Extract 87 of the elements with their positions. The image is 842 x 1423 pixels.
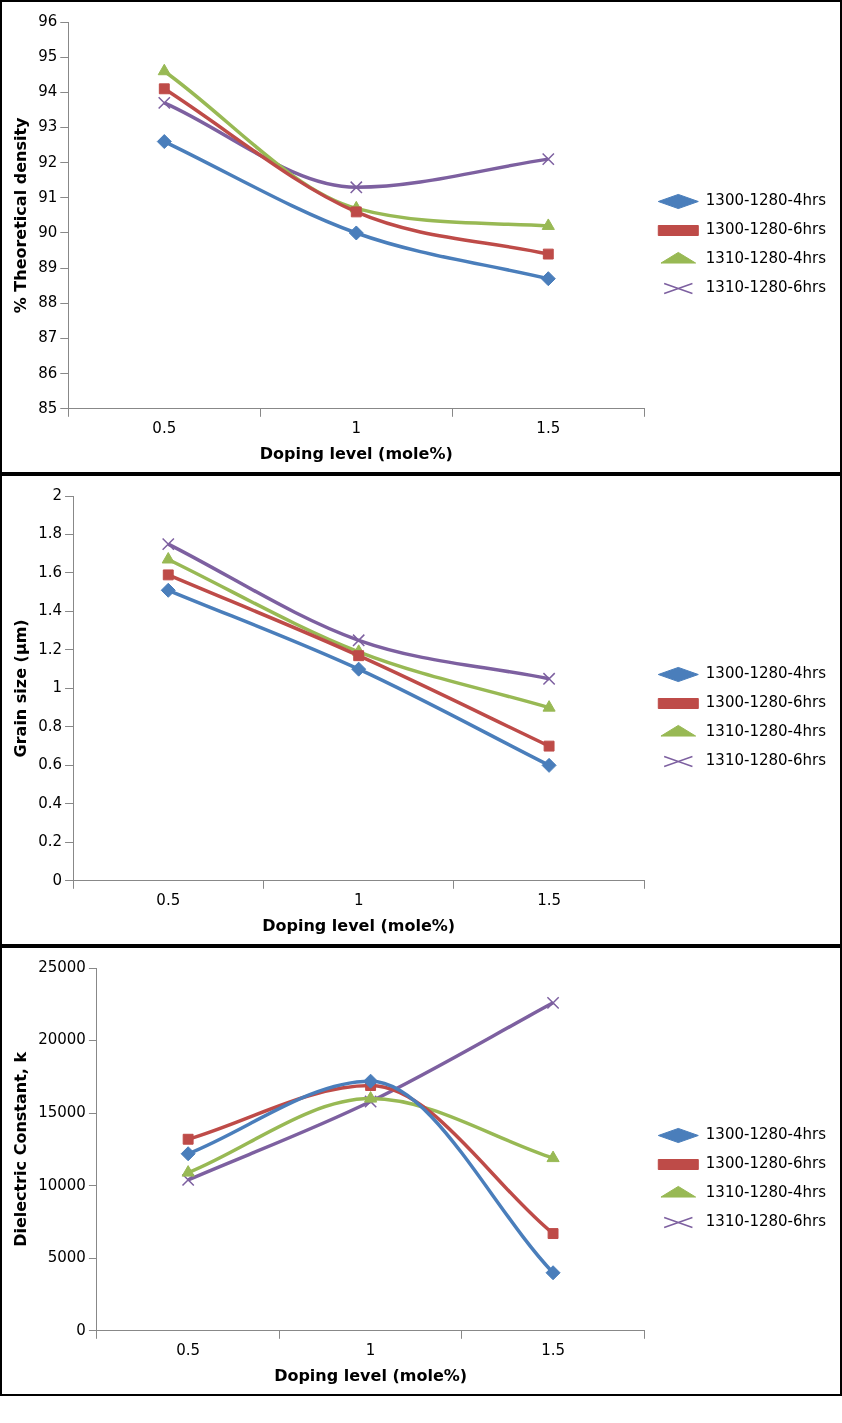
point xyxy=(364,1091,378,1103)
x-tick-label: 1.5 xyxy=(536,418,561,437)
y-tick-label: 94 xyxy=(38,82,58,101)
y-axis-title: Dielectric Constant, k xyxy=(10,1051,30,1247)
legend-label: 1310-1280-6hrs xyxy=(705,1212,827,1231)
point xyxy=(546,1150,560,1163)
point xyxy=(541,757,557,773)
point xyxy=(158,83,170,95)
y-tick-label: 0.2 xyxy=(38,832,63,851)
y-tick-label: 1.2 xyxy=(38,639,63,658)
point xyxy=(161,537,175,551)
y-tick-label: 90 xyxy=(38,222,58,241)
point xyxy=(546,996,560,1010)
x-tick-label: 0.5 xyxy=(176,1340,201,1359)
y-tick-label: 87 xyxy=(38,328,58,347)
point xyxy=(542,700,556,712)
x-tick-label: 1 xyxy=(351,418,362,437)
legend-label: 1300-1280-4hrs xyxy=(705,664,827,683)
y-tick-label: 89 xyxy=(38,258,58,277)
point xyxy=(350,206,362,218)
point xyxy=(348,225,364,241)
legend-label: 1310-1280-6hrs xyxy=(705,278,827,297)
point xyxy=(547,1228,559,1240)
legend-label: 1310-1280-4hrs xyxy=(705,249,827,268)
y-tick-label: 1.6 xyxy=(38,562,63,581)
y-tick-label: 2 xyxy=(52,485,63,504)
point xyxy=(540,271,556,287)
point xyxy=(160,582,176,598)
y-tick-label: 0.6 xyxy=(38,755,63,774)
y-axis-title: Grain size (µm) xyxy=(10,619,30,758)
legend-label: 1300-1280-6hrs xyxy=(705,220,827,239)
point xyxy=(180,1146,196,1162)
legend-label: 1310-1280-6hrs xyxy=(705,751,827,770)
y-tick-label: 95 xyxy=(38,47,58,66)
y-tick-label: 0 xyxy=(52,870,63,889)
point xyxy=(157,63,171,76)
y-tick-label: 96 xyxy=(38,11,58,30)
point xyxy=(542,248,554,260)
point xyxy=(349,180,363,194)
point xyxy=(353,650,365,662)
point xyxy=(363,1073,379,1089)
x-axis-title: Doping level (mole%) xyxy=(274,1365,468,1385)
y-tick-label: 1.4 xyxy=(38,601,63,620)
y-tick-label: 1 xyxy=(52,678,63,697)
legend-label: 1300-1280-6hrs xyxy=(705,693,827,712)
x-tick-label: 0.5 xyxy=(152,418,177,437)
y-tick-label: 92 xyxy=(38,152,58,171)
x-tick-label: 0.5 xyxy=(156,890,181,909)
y-tick-label: 0.8 xyxy=(38,716,63,735)
y-tick-label: 85 xyxy=(38,398,58,417)
y-axis-title: % Theoretical density xyxy=(10,116,30,314)
y-tick-label: 20000 xyxy=(38,1030,86,1049)
y-tick-label: 25000 xyxy=(38,957,86,976)
x-tick-label: 1.5 xyxy=(541,1340,565,1359)
y-tick-label: 5000 xyxy=(47,1248,86,1267)
y-tick-label: 15000 xyxy=(38,1103,86,1122)
x-tick-label: 1 xyxy=(353,890,364,909)
y-tick-label: 91 xyxy=(38,187,58,206)
point xyxy=(541,152,555,166)
legend-label: 1310-1280-4hrs xyxy=(705,722,827,741)
y-tick-label: 93 xyxy=(38,117,58,136)
point xyxy=(351,661,367,677)
point xyxy=(545,1265,561,1281)
point xyxy=(156,134,172,150)
point xyxy=(352,633,366,647)
y-tick-label: 1.8 xyxy=(38,524,63,543)
legend-label: 1300-1280-6hrs xyxy=(705,1154,827,1173)
point xyxy=(542,672,556,686)
x-axis-title: Doping level (mole%) xyxy=(262,915,456,935)
legend-label: 1300-1280-4hrs xyxy=(705,191,827,210)
y-tick-label: 0 xyxy=(76,1320,86,1339)
x-tick-label: 1 xyxy=(365,1340,376,1359)
point xyxy=(157,96,171,110)
point xyxy=(162,569,174,581)
y-tick-label: 86 xyxy=(38,363,58,382)
x-axis-title: Doping level (mole%) xyxy=(259,443,453,463)
point xyxy=(161,551,175,564)
legend-label: 1300-1280-4hrs xyxy=(705,1125,827,1144)
y-tick-label: 88 xyxy=(38,293,58,312)
point xyxy=(543,740,555,752)
point xyxy=(541,218,555,230)
legend-label: 1310-1280-4hrs xyxy=(705,1183,827,1202)
y-tick-label: 10000 xyxy=(38,1175,86,1194)
point xyxy=(181,1165,195,1177)
x-tick-label: 1.5 xyxy=(537,890,562,909)
point xyxy=(182,1133,194,1145)
y-tick-label: 0.4 xyxy=(38,793,63,812)
